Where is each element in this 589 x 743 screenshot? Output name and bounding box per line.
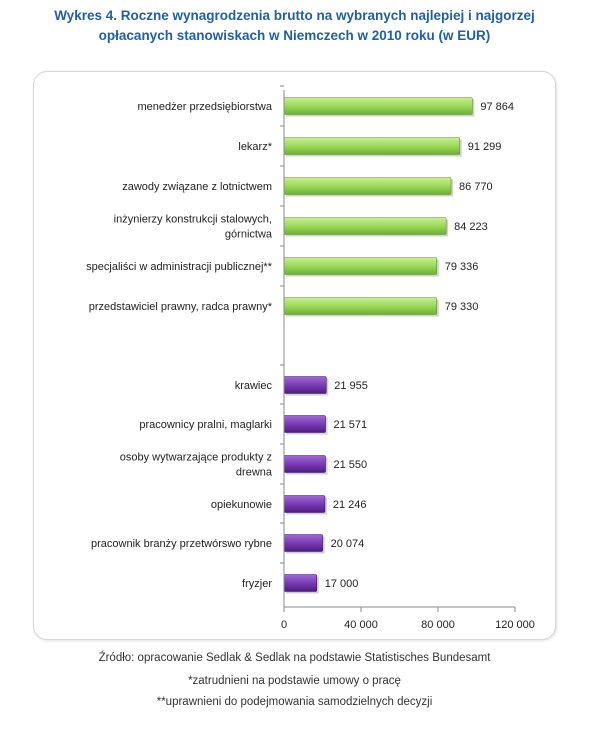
- x-tick-label: 120 000: [495, 619, 535, 631]
- bar: [283, 217, 447, 235]
- category-label: pracownicy pralni, maglarki: [139, 419, 272, 431]
- x-tick-label: 0: [281, 619, 287, 631]
- data-label: 17 000: [325, 578, 359, 590]
- category-label: opiekunowie: [211, 499, 272, 511]
- category-label: menedżer przedsiębiorstwa: [137, 101, 272, 113]
- chart-title: Wykres 4. Roczne wynagrodzenia brutto na…: [0, 6, 589, 46]
- category-label: górnictwa: [225, 229, 273, 241]
- x-tick-label: 40 000: [344, 619, 378, 631]
- category-label: drewna: [236, 467, 273, 479]
- category-label: osoby wytwarzające produkty z: [120, 452, 272, 464]
- footnote-1: *zatrudnieni na podstawie umowy o pracę: [188, 675, 401, 687]
- category-label: krawiec: [235, 380, 273, 392]
- data-label: 21 571: [334, 419, 368, 431]
- data-label: 21 246: [333, 499, 367, 511]
- data-label: 21 955: [334, 380, 368, 392]
- bar: [283, 495, 326, 513]
- x-tick-label: 80 000: [421, 619, 455, 631]
- data-label: 21 550: [333, 459, 367, 471]
- bar: [283, 257, 438, 275]
- bar: [283, 177, 452, 195]
- source-note: Źródło: opracowanie Sedlak & Sedlak na p…: [98, 652, 491, 664]
- bar: [283, 574, 318, 592]
- category-label: inżynierzy konstrukcji stalowych,: [114, 214, 272, 226]
- category-label: specjaliści w administracji publicznej**: [86, 261, 273, 273]
- data-label: 79 330: [445, 301, 479, 313]
- data-label: 79 336: [445, 261, 479, 273]
- chart-title-line2: opłacanych stanowiskach w Niemczech w 20…: [98, 28, 491, 43]
- category-label: lekarz*: [238, 141, 272, 153]
- category-label: fryzjer: [242, 578, 272, 590]
- footnote-2: **uprawnieni do podejmowania samodzielny…: [156, 696, 433, 708]
- bar: [283, 534, 323, 552]
- bar: [283, 376, 327, 394]
- bar: [283, 297, 438, 315]
- category-label: zawody związane z lotnictwem: [122, 181, 272, 193]
- chart-title-line1: Wykres 4. Roczne wynagrodzenia brutto na…: [54, 8, 535, 23]
- bar: [283, 455, 326, 473]
- data-label: 20 074: [331, 538, 365, 550]
- category-label: pracownik branży przetwórswo rybne: [91, 538, 272, 550]
- data-label: 97 864: [480, 101, 514, 113]
- category-label: przedstawiciel prawny, radca prawny*: [89, 301, 273, 313]
- bar: [283, 137, 461, 155]
- bar: [283, 415, 326, 433]
- bar: [283, 97, 473, 115]
- data-label: 84 223: [454, 221, 488, 233]
- data-label: 91 299: [468, 141, 502, 153]
- data-label: 86 770: [459, 181, 493, 193]
